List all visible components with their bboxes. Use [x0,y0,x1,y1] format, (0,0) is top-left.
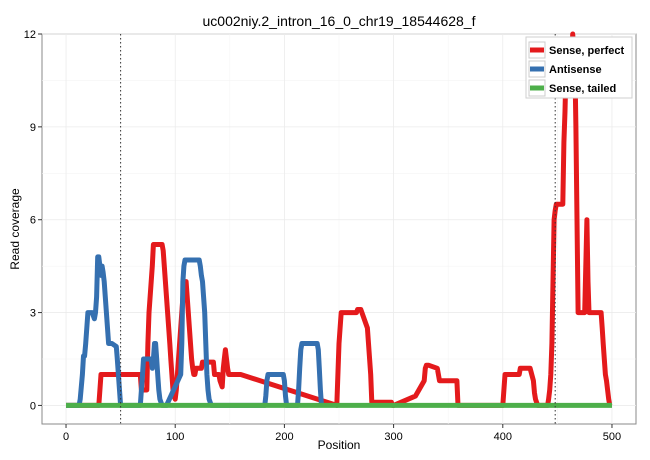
legend-label: Sense, tailed [549,83,616,95]
legend-label: Antisense [549,64,602,76]
x-tick-label: 500 [603,431,621,443]
x-tick-label: 400 [494,431,512,443]
x-axis-ticks: 0 100 200 300 400 500 [63,424,621,443]
x-tick-label: 200 [275,431,293,443]
x-tick-label: 100 [166,431,184,443]
vertical-markers [120,34,556,424]
series-line-antisense [66,254,324,408]
y-tick-label: 9 [30,122,36,134]
x-tick-label: 0 [63,431,69,443]
y-tick-label: 3 [30,308,36,320]
chart-title: uc002niy.2_intron_16_0_chr19_18544628_f [203,13,476,29]
y-axis-label: Read coverage [8,188,22,270]
y-axis-ticks: 0 3 6 9 12 [24,29,42,412]
y-tick-label: 6 [30,215,36,227]
y-tick-label: 0 [30,400,36,412]
x-tick-label: 300 [384,431,402,443]
y-tick-label: 12 [24,29,36,41]
legend: Sense, perfect Antisense Sense, tailed [525,36,633,99]
x-axis-label: Position [318,438,361,452]
legend-label: Sense, perfect [549,45,625,57]
legend-items: Sense, perfect Antisense Sense, tailed [528,41,625,97]
